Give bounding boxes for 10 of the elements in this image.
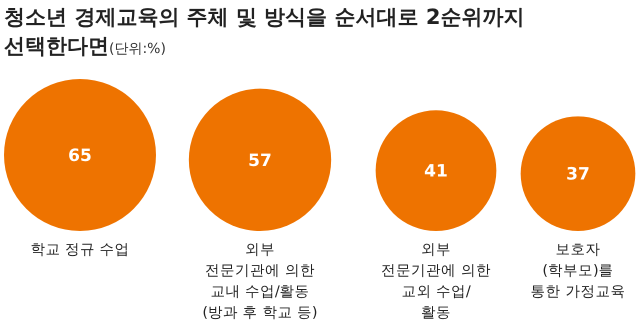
data-label: 57 [248,150,272,171]
title: 청소년 경제교육의 주체 및 방식을 순서대로 2순위까지 선택한다면(단위:%) [4,5,524,58]
data-label: 65 [68,146,92,166]
category-label: 외부 전문기관에 의한 교외 수업/ 활동 [381,242,491,321]
data-label: 37 [566,164,590,185]
category-label: 학교 정규 수업 [30,242,130,258]
subtitle: (단위:%) [109,41,166,57]
category-label: 보호자 (학부모)를 통한 가정교육 [530,242,626,300]
data-label: 41 [424,162,448,182]
category-label: 외부 전문기관에 의한 교내 수업/활동 (방과 후 학교 등) [202,242,318,321]
